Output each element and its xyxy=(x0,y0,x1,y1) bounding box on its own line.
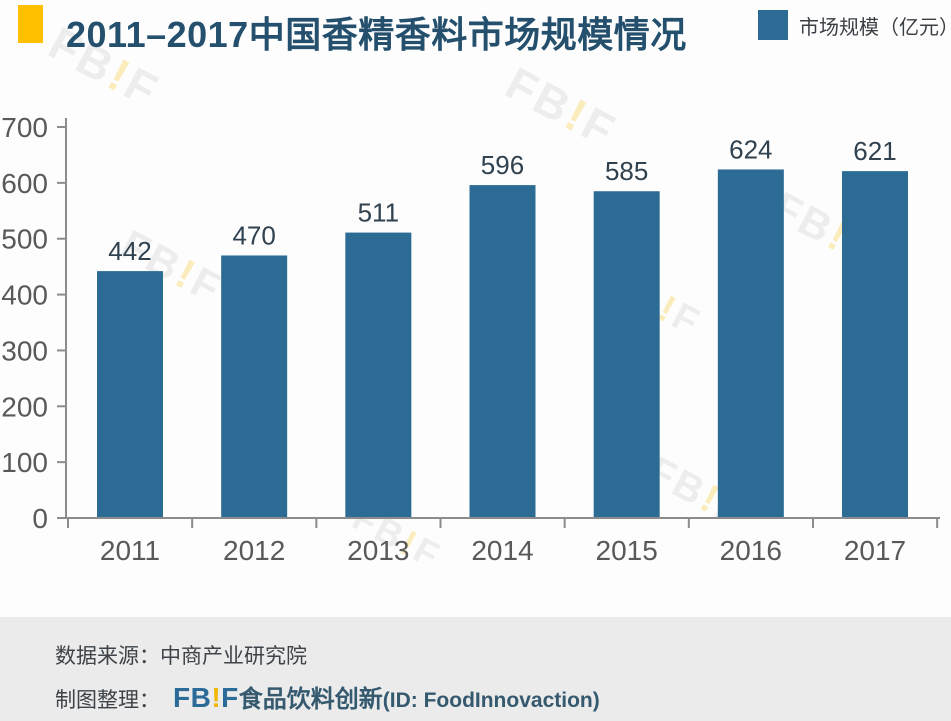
bar-2017 xyxy=(842,171,908,518)
y-axis-label-200: 200 xyxy=(1,391,48,422)
bar-value-2015: 585 xyxy=(605,156,648,186)
bar-value-2017: 621 xyxy=(853,136,896,166)
y-axis-label-300: 300 xyxy=(1,335,48,366)
bar-value-2012: 470 xyxy=(232,220,275,250)
y-axis-label-700: 700 xyxy=(1,112,48,143)
brand-name: 食品饮料创新 xyxy=(238,686,383,713)
bar-2012 xyxy=(221,255,288,518)
credit-line: 制图整理： FB!F 食品饮料创新 (ID: FoodInnovaction) xyxy=(55,679,600,714)
bar-2014 xyxy=(469,185,536,518)
y-axis-label-400: 400 xyxy=(1,280,48,311)
chart-header: 2011–2017中国香精香料市场规模情况 市场规模（亿元） xyxy=(0,0,951,55)
title-accent-square xyxy=(18,5,43,43)
bar-2011 xyxy=(97,271,163,518)
fbif-logo-exclamation: ! xyxy=(211,682,222,713)
x-axis-label-2017: 2017 xyxy=(844,535,906,566)
y-axis-label-0: 0 xyxy=(32,503,48,534)
x-axis-label-2015: 2015 xyxy=(596,535,658,566)
chart-title: 2011–2017中国香精香料市场规模情况 xyxy=(66,14,687,55)
bar-value-2014: 596 xyxy=(481,150,524,180)
credit-label: 制图整理： xyxy=(55,689,160,712)
chart-legend: 市场规模（亿元） xyxy=(758,10,951,40)
bar-value-2011: 442 xyxy=(108,236,151,266)
data-source-text: 数据来源：中商产业研究院 xyxy=(55,645,307,668)
legend-label: 市场规模（亿元） xyxy=(799,16,951,39)
y-axis-label-100: 100 xyxy=(1,447,48,478)
fbif-logo-fb: FB xyxy=(173,682,212,713)
y-axis-label-600: 600 xyxy=(1,168,48,199)
x-axis-label-2013: 2013 xyxy=(347,535,409,566)
x-axis-label-2014: 2014 xyxy=(471,535,533,566)
bar-2015 xyxy=(593,191,660,518)
y-axis-label-500: 500 xyxy=(1,224,48,255)
x-axis-label-2012: 2012 xyxy=(223,535,285,566)
chart-footer: 数据来源：中商产业研究院 制图整理： FB!F 食品饮料创新 (ID: Food… xyxy=(0,617,951,721)
fbif-logo: FB!F xyxy=(173,682,239,714)
x-axis-label-2011: 2011 xyxy=(100,535,160,566)
bar-value-2013: 511 xyxy=(358,198,399,228)
bar-value-2016: 624 xyxy=(729,134,772,164)
legend-swatch xyxy=(758,10,788,40)
fbif-logo-f: F xyxy=(221,682,239,713)
bar-2016 xyxy=(717,169,784,519)
brand-id: (ID: FoodInnovaction) xyxy=(382,689,600,712)
bar-2013 xyxy=(345,232,412,518)
x-axis-label-2016: 2016 xyxy=(720,535,782,566)
